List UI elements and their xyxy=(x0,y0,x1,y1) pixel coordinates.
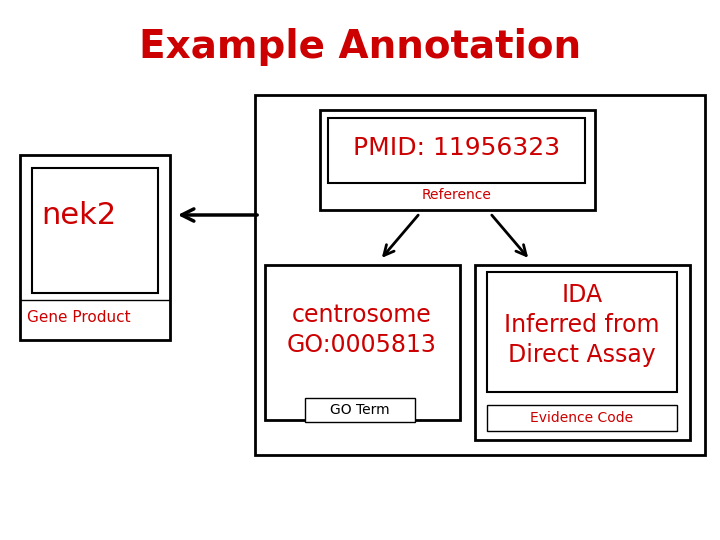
Bar xyxy=(320,110,595,210)
Bar xyxy=(305,398,415,422)
Text: nek2: nek2 xyxy=(42,200,117,230)
Text: Reference: Reference xyxy=(422,188,492,202)
Bar xyxy=(20,155,170,340)
Bar xyxy=(487,405,677,431)
Bar xyxy=(328,118,585,183)
Text: Gene Product: Gene Product xyxy=(27,310,131,326)
Bar xyxy=(255,95,705,455)
Text: PMID: 11956323: PMID: 11956323 xyxy=(354,136,561,160)
Text: IDA
Inferred from
Direct Assay: IDA Inferred from Direct Assay xyxy=(504,284,660,367)
Text: centrosome
GO:0005813: centrosome GO:0005813 xyxy=(287,303,437,357)
Text: Example Annotation: Example Annotation xyxy=(139,28,581,66)
Bar xyxy=(32,168,158,293)
Bar xyxy=(265,265,460,420)
Bar xyxy=(487,272,677,392)
Text: GO Term: GO Term xyxy=(330,403,390,417)
Bar xyxy=(475,265,690,440)
Text: Evidence Code: Evidence Code xyxy=(531,411,634,425)
